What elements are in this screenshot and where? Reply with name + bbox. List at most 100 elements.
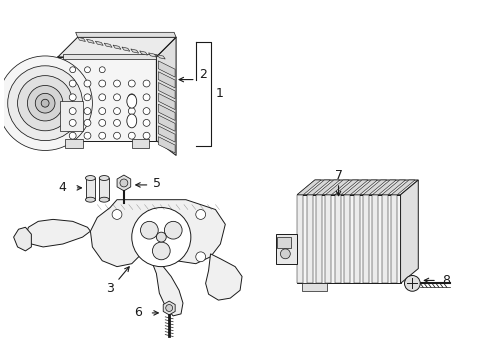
Circle shape xyxy=(99,67,105,73)
Ellipse shape xyxy=(127,94,137,108)
Polygon shape xyxy=(335,180,359,195)
Circle shape xyxy=(99,94,106,101)
Circle shape xyxy=(84,94,91,101)
Polygon shape xyxy=(158,61,175,77)
Polygon shape xyxy=(113,45,121,49)
Circle shape xyxy=(114,120,121,126)
Circle shape xyxy=(41,99,49,107)
Circle shape xyxy=(196,210,206,219)
Circle shape xyxy=(84,80,91,87)
Polygon shape xyxy=(25,219,91,247)
Polygon shape xyxy=(14,227,31,251)
Circle shape xyxy=(132,208,191,267)
Circle shape xyxy=(84,120,91,126)
Circle shape xyxy=(280,249,290,259)
Polygon shape xyxy=(132,139,149,148)
Ellipse shape xyxy=(85,197,96,202)
Circle shape xyxy=(141,221,158,239)
Polygon shape xyxy=(157,55,165,59)
Circle shape xyxy=(143,132,150,139)
Circle shape xyxy=(69,120,76,126)
Circle shape xyxy=(84,132,91,139)
Text: 4: 4 xyxy=(58,181,66,194)
Polygon shape xyxy=(63,54,156,59)
Circle shape xyxy=(69,108,76,114)
Polygon shape xyxy=(275,234,297,264)
Ellipse shape xyxy=(85,176,96,180)
Polygon shape xyxy=(65,139,82,148)
Circle shape xyxy=(128,80,135,87)
Circle shape xyxy=(69,80,76,87)
Circle shape xyxy=(156,232,166,242)
Circle shape xyxy=(114,80,121,87)
Circle shape xyxy=(0,56,93,150)
Polygon shape xyxy=(158,115,175,131)
Circle shape xyxy=(166,305,172,311)
Text: 6: 6 xyxy=(134,306,142,319)
Polygon shape xyxy=(382,195,388,283)
Polygon shape xyxy=(354,180,377,195)
Circle shape xyxy=(27,85,63,121)
Polygon shape xyxy=(344,195,350,283)
Polygon shape xyxy=(158,93,175,109)
Polygon shape xyxy=(344,180,368,195)
Polygon shape xyxy=(104,43,112,47)
Text: 3: 3 xyxy=(106,282,114,295)
Polygon shape xyxy=(372,195,378,283)
Polygon shape xyxy=(131,49,139,53)
Polygon shape xyxy=(400,180,418,283)
Polygon shape xyxy=(158,104,175,121)
Polygon shape xyxy=(163,301,175,315)
Circle shape xyxy=(84,67,91,73)
Circle shape xyxy=(128,108,135,114)
Circle shape xyxy=(128,94,135,101)
Polygon shape xyxy=(58,37,176,57)
Text: 1: 1 xyxy=(216,87,223,100)
Circle shape xyxy=(99,120,106,126)
Circle shape xyxy=(69,132,76,139)
Circle shape xyxy=(18,76,73,131)
Circle shape xyxy=(164,221,182,239)
Polygon shape xyxy=(363,195,369,283)
Ellipse shape xyxy=(99,197,109,202)
Text: 8: 8 xyxy=(442,274,450,287)
Polygon shape xyxy=(335,195,341,283)
Polygon shape xyxy=(140,51,147,55)
Polygon shape xyxy=(354,195,360,283)
Polygon shape xyxy=(325,180,349,195)
Circle shape xyxy=(114,132,121,139)
Circle shape xyxy=(143,120,150,126)
Polygon shape xyxy=(391,180,415,195)
Polygon shape xyxy=(158,126,175,142)
Circle shape xyxy=(99,132,106,139)
Bar xyxy=(99,178,109,200)
Bar xyxy=(85,178,96,200)
Polygon shape xyxy=(75,32,176,37)
Ellipse shape xyxy=(99,176,109,180)
Polygon shape xyxy=(325,195,332,283)
Circle shape xyxy=(112,210,122,219)
Circle shape xyxy=(99,80,106,87)
Polygon shape xyxy=(307,195,313,283)
Polygon shape xyxy=(58,72,65,133)
Circle shape xyxy=(8,66,82,141)
Polygon shape xyxy=(297,180,418,195)
Polygon shape xyxy=(297,195,303,283)
Polygon shape xyxy=(363,180,387,195)
Circle shape xyxy=(128,132,135,139)
Polygon shape xyxy=(58,57,156,141)
Circle shape xyxy=(196,252,206,262)
Polygon shape xyxy=(86,39,95,44)
Circle shape xyxy=(128,120,135,126)
Polygon shape xyxy=(316,195,322,283)
Polygon shape xyxy=(297,180,321,195)
Polygon shape xyxy=(60,101,82,131)
Circle shape xyxy=(405,275,420,291)
Text: 2: 2 xyxy=(199,68,207,81)
Polygon shape xyxy=(382,180,406,195)
Polygon shape xyxy=(316,180,340,195)
Polygon shape xyxy=(302,283,327,291)
Circle shape xyxy=(114,94,121,101)
Circle shape xyxy=(143,108,150,114)
Text: 7: 7 xyxy=(335,168,343,181)
